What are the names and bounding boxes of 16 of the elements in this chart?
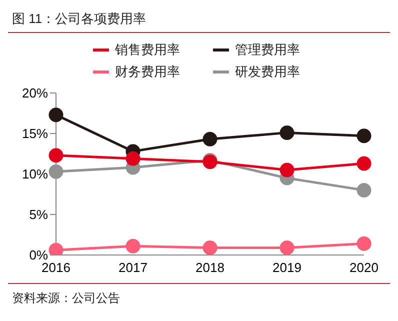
x-tick-label: 2017 <box>118 260 148 276</box>
legend-label: 财务费用率 <box>115 63 180 81</box>
y-tick-label: 15% <box>22 126 48 142</box>
x-tick-label: 2018 <box>196 260 224 276</box>
x-tick-label: 2020 <box>350 260 378 276</box>
chart-title: 图 11：公司各项费用率 <box>8 8 390 33</box>
x-tick-label: 2016 <box>42 260 70 276</box>
legend-label: 研发费用率 <box>235 63 300 81</box>
y-tick-label: 5% <box>29 207 48 222</box>
y-tick-label: 10% <box>22 166 48 182</box>
x-tick-label: 2019 <box>272 260 302 276</box>
legend-label: 销售费用率 <box>115 41 180 59</box>
y-tick-label: 20% <box>22 86 48 101</box>
legend-label: 管理费用率 <box>235 41 300 59</box>
y-tick-label: 0% <box>29 248 48 263</box>
text: 资料来源：公司公告 <box>12 290 121 307</box>
